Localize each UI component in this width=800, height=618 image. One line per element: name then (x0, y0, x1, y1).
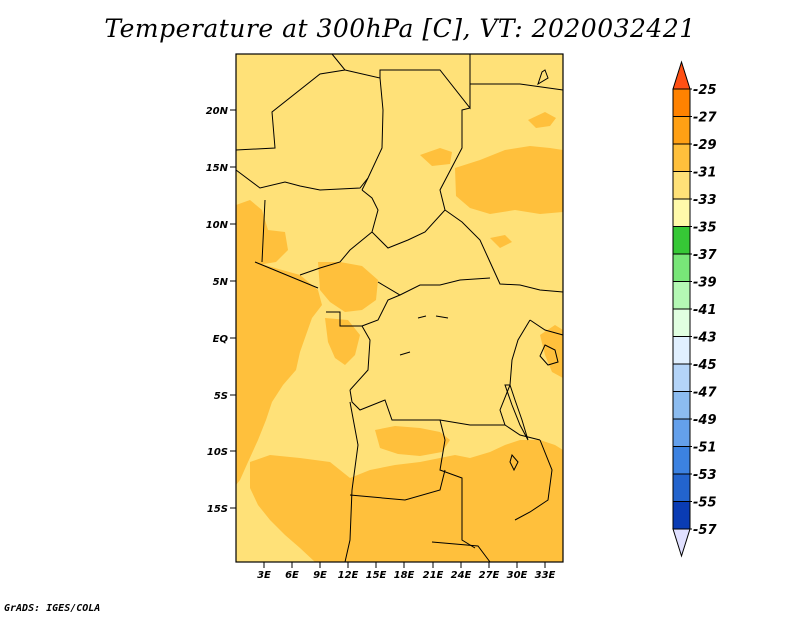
colorbar-label: -43 (693, 331, 717, 346)
lon-tick-label: 3E (257, 570, 271, 581)
colorbar-label: -41 (693, 303, 717, 318)
lon-tick-label: 9E (313, 570, 327, 581)
map-panel (235, 53, 564, 563)
colorbar-swatch (672, 88, 691, 117)
colorbar-label: -51 (693, 441, 717, 456)
colorbar-swatch (672, 363, 691, 392)
colorbar-swatch (672, 116, 691, 145)
colorbar-swatch (672, 418, 691, 447)
lat-tick-label: 20N (206, 106, 229, 117)
colorbar-swatch (672, 308, 691, 337)
colorbar-label: -53 (693, 468, 717, 483)
lat-tick-label: 10S (207, 447, 228, 458)
colorbar-label: -45 (693, 358, 717, 373)
colorbar-label: -31 (693, 166, 717, 181)
lon-tick-labels: 3E 6E 9E 12E 15E 18E 21E 24E 27E 30E 33E (257, 570, 555, 581)
warm-patches (236, 112, 563, 562)
lat-tick-label: 15N (206, 163, 229, 174)
lat-tick-label: 15S (207, 504, 228, 515)
chart-title: Temperature at 300hPa [C], VT: 202003242… (104, 14, 696, 43)
colorbar-label: -37 (693, 248, 717, 263)
colorbar-swatch (672, 171, 691, 200)
colorbar-swatch (672, 473, 691, 502)
colorbar-label: -29 (693, 138, 717, 153)
lat-tick-label: EQ (213, 334, 229, 345)
colorbar-top-arrow (672, 60, 691, 90)
lat-tick-labels: 20N 15N 10N 5N EQ 5S 10S 15S (206, 106, 229, 515)
lat-tick-label: 5S (214, 391, 228, 402)
colorbar-swatch (672, 501, 691, 530)
colorbar-label: -35 (693, 221, 717, 236)
colorbar-label: -27 (693, 111, 717, 126)
colorbar-swatch (672, 143, 691, 172)
country-borders (235, 53, 564, 563)
colorbar-label: -33 (693, 193, 717, 208)
lon-axis (263, 562, 546, 568)
colorbar-swatch (672, 446, 691, 475)
lon-tick-label: 12E (338, 570, 359, 581)
colorbar-label: -57 (693, 523, 717, 538)
colorbar-swatch (672, 281, 691, 310)
lon-tick-label: 21E (423, 570, 444, 581)
credit-text: GrADS: IGES/COLA (4, 603, 101, 614)
colorbar-label: -49 (693, 413, 717, 428)
colorbar-swatch (672, 198, 691, 227)
colorbar-bottom-arrow (672, 528, 691, 558)
colorbar-label: -39 (693, 276, 717, 291)
colorbar-swatch (672, 391, 691, 420)
colorbar-swatch (672, 226, 691, 255)
lon-tick-label: 27E (479, 570, 500, 581)
lon-tick-label: 18E (394, 570, 415, 581)
colorbar-label: -55 (693, 496, 717, 511)
lon-tick-label: 15E (366, 570, 387, 581)
lon-tick-label: 6E (285, 570, 299, 581)
lat-axis (230, 109, 236, 509)
lon-tick-label: 24E (451, 570, 472, 581)
colorbar-swatch (672, 253, 691, 282)
lon-tick-label: 30E (507, 570, 528, 581)
colorbar-swatch (672, 336, 691, 365)
lat-tick-label: 10N (206, 220, 229, 231)
lat-tick-label: 5N (213, 277, 229, 288)
lon-tick-label: 33E (535, 570, 556, 581)
colorbar-label: -47 (693, 386, 717, 401)
colorbar-label: -25 (693, 83, 717, 98)
water-bodies (399, 69, 559, 472)
colorbar: -25 -27 -29 -31 -33 -35 -37 -39 -41 -43 -45 -47 -49 -… (672, 60, 717, 558)
map-frame (235, 53, 564, 563)
